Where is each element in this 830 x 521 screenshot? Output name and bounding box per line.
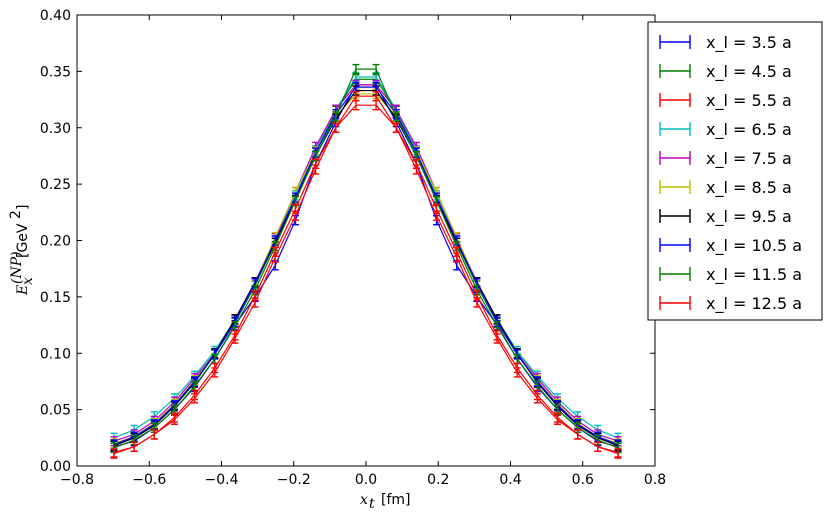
x-tick-label: 0.4	[499, 472, 521, 488]
series-line-1	[113, 78, 619, 447]
error-bar	[211, 362, 219, 374]
legend-label: x_l = 10.5 a	[706, 236, 802, 256]
legend-entry-3: x_l = 6.5 a	[659, 120, 792, 140]
error-bar	[614, 448, 622, 459]
series-line-9	[113, 95, 619, 455]
error-bar	[473, 290, 481, 301]
legend-label: x_l = 11.5 a	[706, 265, 802, 285]
legend-label: x_l = 12.5 a	[706, 294, 802, 314]
svg-text:E: E	[15, 285, 31, 296]
svg-text:[GeV: [GeV	[15, 223, 31, 258]
y-axis-label: E x (NP) [GeV 2 ]	[8, 205, 36, 296]
x-tick-label: 0.8	[644, 472, 666, 488]
legend-label: x_l = 7.5 a	[706, 149, 792, 169]
error-bar	[513, 362, 521, 374]
legend-label: x_l = 6.5 a	[706, 120, 792, 140]
legend-label: x_l = 8.5 a	[706, 178, 792, 198]
ticks-layer: −0.8 −0.6 −0.4 −0.2 0.0 0.2 0.4 0.6 0.8 0.00 0.05 0…	[40, 8, 666, 488]
legend-label: x_l = 5.5 a	[706, 91, 792, 111]
series-9	[110, 90, 622, 459]
legend-entry-7: x_l = 10.5 a	[659, 236, 802, 256]
series-8	[110, 63, 622, 454]
y-tick-label: 0.35	[40, 64, 71, 80]
x-tick-label: −0.2	[277, 472, 311, 488]
svg-text:]: ]	[15, 205, 31, 210]
x-tick-label: −0.4	[205, 472, 239, 488]
legend-label: x_l = 3.5 a	[706, 33, 792, 53]
legend-entry-4: x_l = 7.5 a	[659, 149, 792, 169]
error-bar	[191, 389, 199, 401]
error-bar	[130, 441, 138, 453]
y-tick-label: 0.20	[40, 234, 71, 250]
y-tick-label: 0.00	[40, 459, 71, 475]
error-bar	[392, 122, 400, 133]
y-tick-label: 0.15	[40, 290, 71, 306]
error-bar	[251, 290, 259, 301]
legend-entries: x_l = 3.5 a x_l = 4.5 a x_l = 5.5 a x_l = 6…	[659, 33, 802, 314]
y-tick-label: 0.10	[40, 346, 71, 362]
series-layer	[110, 63, 622, 459]
error-bar	[291, 203, 299, 215]
x-tick-label: 0.2	[427, 472, 449, 488]
error-bar	[271, 246, 279, 257]
error-bar	[433, 203, 441, 215]
error-bar	[332, 122, 340, 133]
legend-label: x_l = 4.5 a	[706, 62, 792, 82]
error-bar	[231, 330, 239, 341]
error-bar	[412, 158, 420, 170]
error-bar	[372, 90, 380, 102]
error-bar	[594, 441, 602, 453]
error-bar	[352, 63, 360, 75]
svg-text:(NP): (NP)	[9, 251, 25, 284]
legend-entry-0: x_l = 3.5 a	[659, 33, 792, 53]
y-tick-label: 0.25	[40, 177, 71, 193]
x-tick-label: 0.6	[572, 472, 594, 488]
y-tick-label: 0.05	[40, 403, 71, 419]
y-tick-label: 0.30	[40, 121, 71, 137]
error-bar	[493, 330, 501, 341]
y-tick-label: 0.40	[40, 8, 71, 24]
series-line-8	[113, 68, 619, 449]
error-bar	[170, 412, 178, 423]
series-0	[110, 79, 622, 453]
legend-entry-8: x_l = 11.5 a	[659, 265, 802, 285]
svg-text:t: t	[369, 496, 375, 512]
x-tick-label: −0.8	[60, 472, 94, 488]
legend-entry-2: x_l = 5.5 a	[659, 91, 792, 111]
error-bar	[110, 448, 118, 459]
legend-entry-5: x_l = 8.5 a	[659, 178, 792, 198]
error-bar	[392, 111, 400, 122]
svg-text:2: 2	[8, 210, 24, 219]
plot-frame	[76, 14, 656, 467]
error-bar	[312, 158, 320, 170]
x-axis-label: x t [fm]	[360, 492, 411, 512]
error-bar	[372, 63, 380, 75]
svg-text:[fm]: [fm]	[381, 492, 411, 508]
x-tick-label: −0.6	[132, 472, 166, 488]
error-bar	[554, 412, 562, 423]
legend-entry-9: x_l = 12.5 a	[659, 294, 802, 314]
legend-label: x_l = 9.5 a	[706, 207, 792, 227]
error-bar	[533, 389, 541, 401]
legend-entry-1: x_l = 4.5 a	[659, 62, 792, 82]
error-bar	[332, 111, 340, 122]
x-tick-label: 0.0	[355, 472, 377, 488]
legend-entry-6: x_l = 9.5 a	[659, 207, 792, 227]
svg-text:x: x	[20, 277, 36, 285]
legend: x_l = 3.5 a x_l = 4.5 a x_l = 5.5 a x_l = 6…	[647, 21, 823, 321]
error-bar	[150, 429, 158, 440]
error-bar	[352, 90, 360, 102]
error-bar	[574, 429, 582, 440]
error-bar	[453, 246, 461, 257]
svg-text:x: x	[360, 492, 368, 508]
